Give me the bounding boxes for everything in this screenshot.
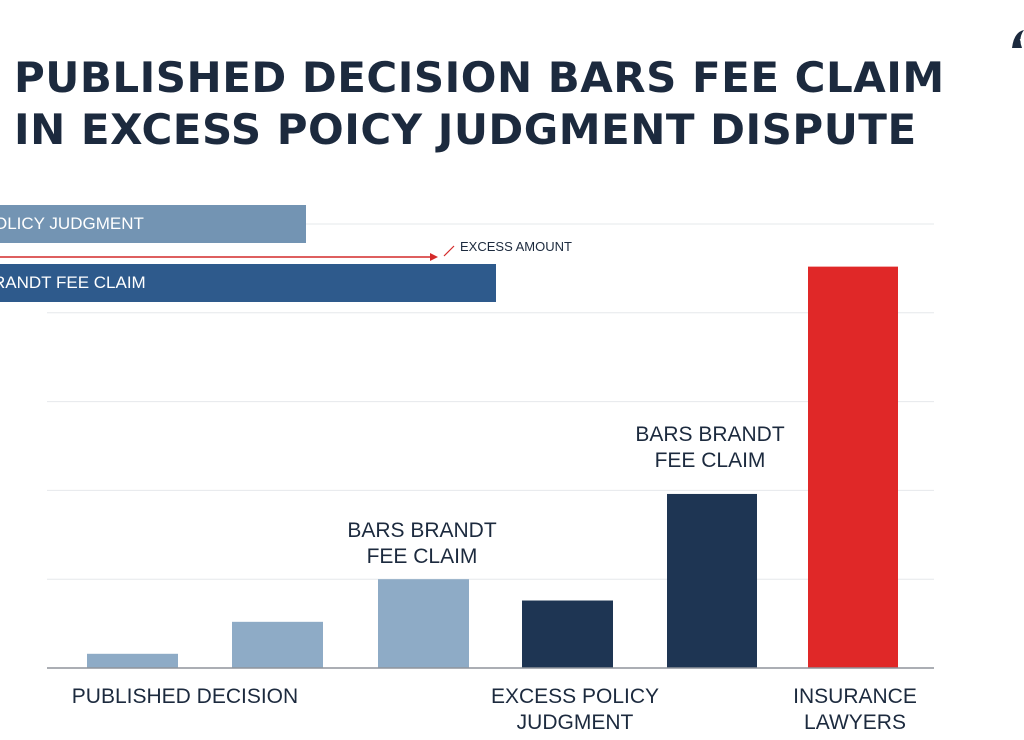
chart-bars	[87, 266, 898, 668]
bar-annotation-1-line-2: FEE CLAIM	[366, 545, 478, 568]
bar-annotation-2: BARS BRANDT FEE CLAIM	[620, 422, 800, 474]
brandt-fee-claim-hbar-label: RANDT FEE CLAIM	[0, 273, 146, 292]
corner-logo-icon	[1012, 30, 1024, 48]
category-label-excess-policy-judgment: EXCESS POLICY JUDGMENT	[470, 684, 680, 736]
chart-title-line-1: PUBLISHED DECISION BARS FEE CLAIM	[14, 53, 945, 102]
bar-annotation-2-line-1: BARS BRANDT	[635, 423, 785, 446]
chart-title: PUBLISHED DECISION BARS FEE CLAIM IN EXC…	[14, 52, 945, 156]
bar-4	[522, 600, 613, 668]
category-label-published-decision-text: PUBLISHED DECISION	[71, 685, 299, 708]
policy-judgment-hbar-label: OLICY JUDGMENT	[0, 214, 144, 233]
bar-1	[87, 653, 178, 668]
excess-arrow-head	[430, 253, 438, 261]
bar-annotation-2-line-2: FEE CLAIM	[654, 449, 766, 472]
policy-judgment-hbar: OLICY JUDGMENT	[0, 205, 306, 243]
bar-2	[232, 621, 323, 668]
bar-5	[667, 493, 757, 668]
excess-amount-label: EXCESS AMOUNT	[460, 239, 572, 254]
brandt-fee-claim-hbar: RANDT FEE CLAIM	[0, 264, 496, 302]
bar-6	[808, 266, 898, 668]
category-label-excess-line-2: JUDGMENT	[516, 711, 634, 734]
category-label-insurance-line-2: LAWYERS	[804, 711, 906, 734]
excess-callout-tick	[443, 245, 455, 257]
bar-annotation-1-line-1: BARS BRANDT	[347, 519, 497, 542]
category-label-excess-line-1: EXCESS POLICY	[490, 685, 660, 708]
category-label-insurance-lawyers: INSURANCE LAWYERS	[770, 684, 940, 736]
bar-3	[378, 579, 469, 668]
bar-annotation-1: BARS BRANDT FEE CLAIM	[332, 518, 512, 570]
category-label-insurance-line-1: INSURANCE	[793, 685, 917, 708]
chart-title-line-2: IN EXCESS POICY JUDGMENT DISPUTE	[14, 105, 917, 154]
category-label-published-decision: PUBLISHED DECISION	[55, 684, 315, 710]
